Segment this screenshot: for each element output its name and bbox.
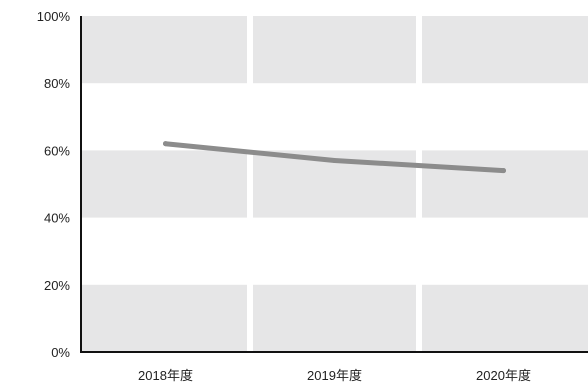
x-tick-label: 2019年度 (307, 368, 362, 383)
x-tick-label: 2020年度 (476, 368, 531, 383)
y-tick-label: 0% (51, 345, 70, 360)
x-axis-tick-labels: 2018年度 2019年度 2020年度 (138, 368, 531, 383)
y-tick-label: 100% (37, 9, 71, 24)
axes (80, 16, 588, 353)
y-tick-label: 60% (44, 143, 70, 158)
grid-bands (81, 16, 588, 352)
grid-band (81, 284, 588, 352)
data-point (163, 141, 168, 147)
series-layer (163, 141, 506, 174)
y-tick-label: 40% (44, 211, 70, 226)
y-tick-label: 80% (44, 76, 70, 91)
y-tick-label: 20% (44, 278, 70, 293)
grid-band (81, 16, 588, 84)
x-tick-label: 2018年度 (138, 368, 193, 383)
data-point (501, 168, 506, 174)
y-axis-tick-labels: 0% 20% 40% 60% 80% 100% (37, 9, 71, 360)
column-separators (247, 16, 422, 352)
data-point (332, 157, 337, 163)
